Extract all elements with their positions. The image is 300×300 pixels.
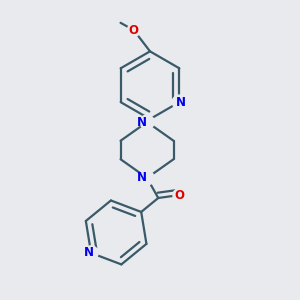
Circle shape [140,115,154,129]
Text: N: N [176,96,186,109]
Circle shape [172,95,186,109]
Text: O: O [129,24,139,37]
Text: O: O [174,188,184,202]
Circle shape [140,171,154,185]
Circle shape [173,189,186,202]
Text: N: N [137,172,147,184]
Circle shape [127,24,140,37]
Text: N: N [84,247,94,260]
Text: N: N [137,116,147,128]
Circle shape [84,246,98,260]
